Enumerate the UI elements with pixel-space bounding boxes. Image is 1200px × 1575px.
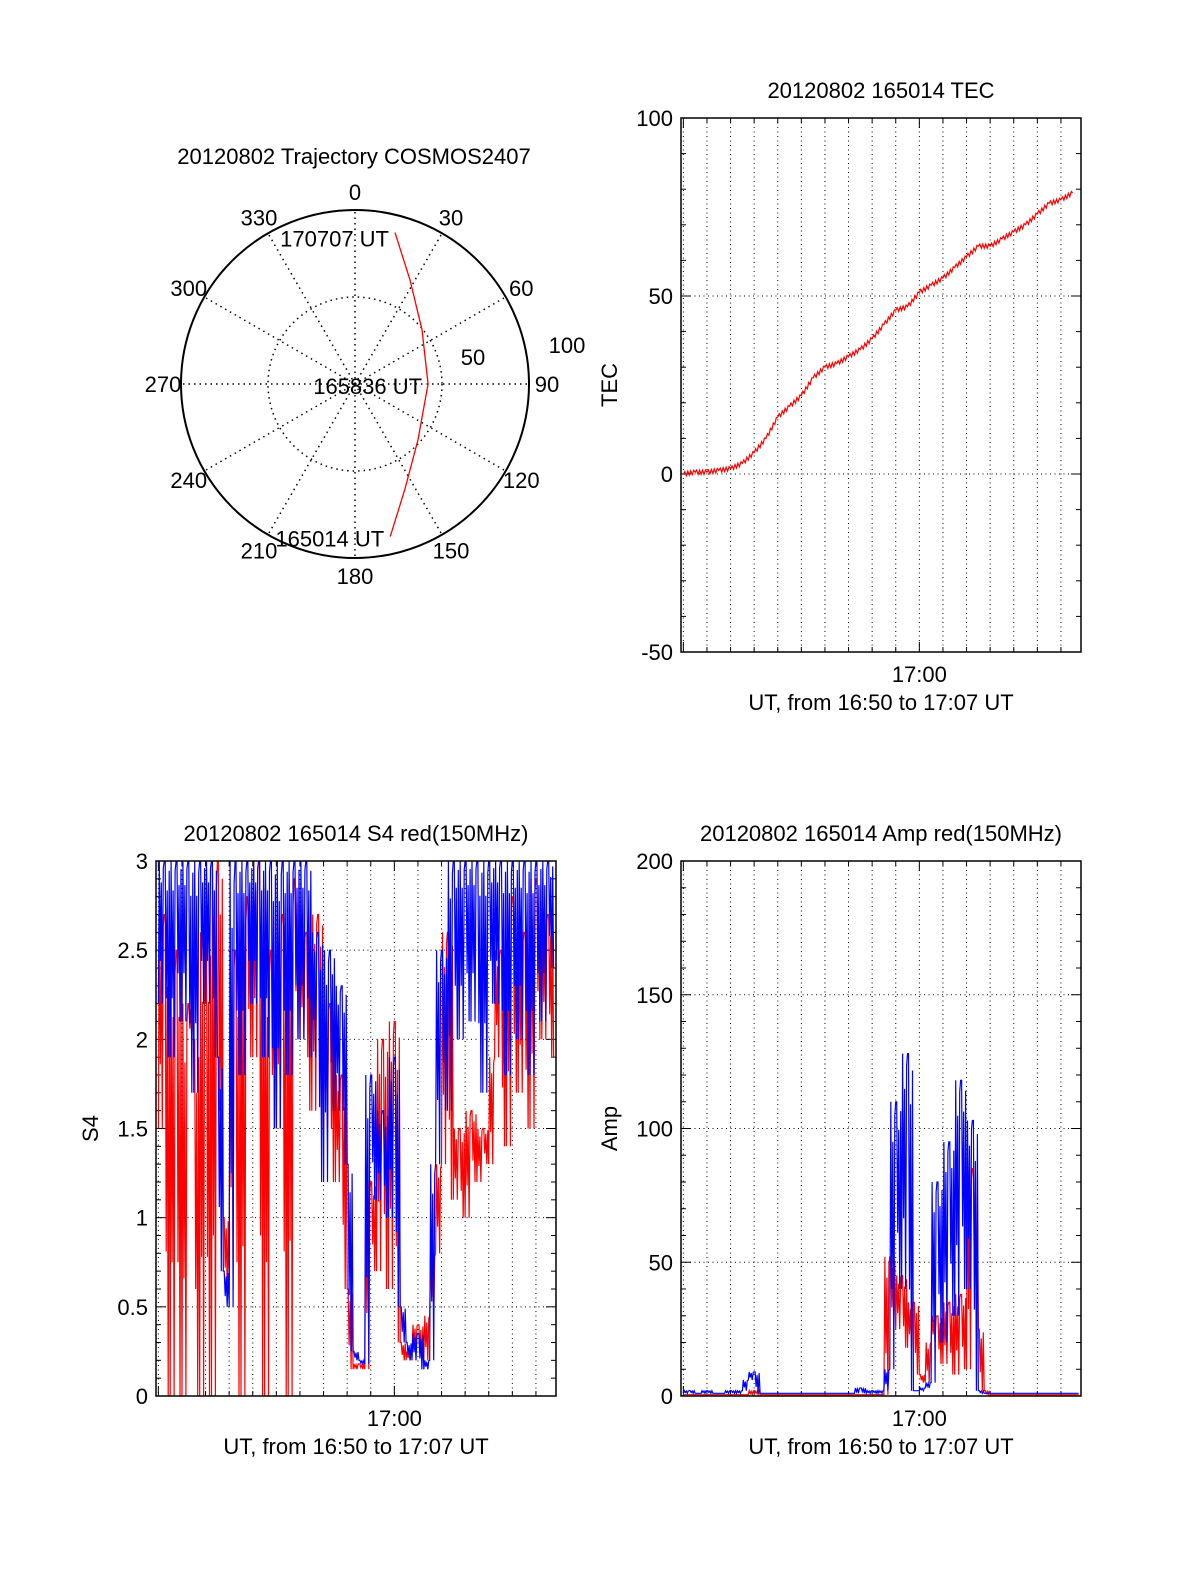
s4-plot — [155, 860, 557, 1397]
plot-frame — [680, 117, 1082, 653]
y-tick-label: 0 — [661, 462, 673, 487]
y-tick-label: 150 — [636, 983, 673, 1008]
series-red-line — [157, 861, 555, 1396]
y-tick-label: -50 — [641, 640, 673, 665]
azimuth-label: 60 — [509, 276, 533, 301]
y-axis-label: Amp — [597, 1106, 622, 1151]
y-tick-label: 100 — [636, 106, 673, 131]
azimuth-label: 180 — [337, 564, 374, 589]
x-tick-label: 17:00 — [892, 662, 947, 687]
trajectory-line — [389, 232, 429, 537]
polar-inner-circle — [267, 296, 443, 472]
azimuth-label: 330 — [241, 206, 278, 231]
amp-plot — [680, 860, 1082, 1397]
y-tick-label: 0.5 — [117, 1295, 148, 1320]
series-blue-line — [157, 861, 555, 1370]
polar-spoke — [267, 383, 356, 536]
azimuth-label: 240 — [170, 468, 207, 493]
trajectory-time-label: 170707 UT — [280, 227, 389, 252]
y-axis-label: TEC — [597, 363, 622, 407]
polar-spoke — [203, 383, 356, 472]
series-TEC-line — [682, 190, 1074, 478]
y-tick-label: 1 — [136, 1206, 148, 1231]
azimuth-label: 90 — [535, 372, 559, 397]
y-tick-label: 50 — [649, 284, 673, 309]
tec-plot — [680, 117, 1082, 653]
azimuth-label: 120 — [503, 468, 540, 493]
polar-spoke — [354, 383, 507, 472]
polar-spoke — [267, 232, 356, 385]
x-tick-label: 17:00 — [892, 1406, 947, 1431]
y-tick-label: 0 — [661, 1384, 673, 1409]
azimuth-label: 210 — [241, 538, 278, 563]
amp-plot-title: 20120802 165014 Amp red(150MHz) — [700, 821, 1062, 846]
azimuth-label: 150 — [433, 538, 470, 563]
plot-frame — [680, 860, 1082, 1397]
polar-outer-circle — [180, 209, 530, 559]
x-tick-label: 17:00 — [367, 1406, 422, 1431]
trajectory-time-label: 165836 UT — [313, 374, 422, 399]
y-tick-label: 2 — [136, 1027, 148, 1052]
x-axis-label: UT, from 16:50 to 17:07 UT — [748, 1434, 1013, 1459]
polar-spoke — [354, 296, 507, 385]
series-blue-line — [682, 1052, 1079, 1396]
azimuth-label: 300 — [170, 276, 207, 301]
s4-plot-title: 20120802 165014 S4 red(150MHz) — [184, 821, 529, 846]
polar-spoke — [354, 383, 443, 536]
radial-label: 100 — [549, 333, 586, 358]
radial-label: 50 — [461, 345, 485, 370]
y-tick-label: 2.5 — [117, 938, 148, 963]
y-tick-label: 0 — [136, 1384, 148, 1409]
trajectory-time-label: 165014 UT — [275, 527, 384, 552]
x-axis-label: UT, from 16:50 to 17:07 UT — [223, 1434, 488, 1459]
y-tick-label: 3 — [136, 849, 148, 874]
y-tick-label: 1.5 — [117, 1117, 148, 1142]
azimuth-label: 0 — [349, 180, 361, 205]
polar-spoke — [354, 232, 443, 385]
azimuth-label: 270 — [145, 372, 182, 397]
polar-spoke — [203, 296, 356, 385]
polar-plot — [180, 209, 530, 559]
azimuth-label: 30 — [439, 206, 463, 231]
plot-frame — [155, 860, 557, 1397]
series-red-line — [683, 1167, 1079, 1396]
polar-title: 20120802 Trajectory COSMOS2407 — [177, 144, 530, 169]
y-tick-label: 50 — [649, 1250, 673, 1275]
y-axis-label: S4 — [78, 1115, 103, 1142]
y-tick-label: 200 — [636, 849, 673, 874]
tec-plot-title: 20120802 165014 TEC — [767, 78, 994, 103]
y-tick-label: 100 — [636, 1117, 673, 1142]
x-axis-label: UT, from 16:50 to 17:07 UT — [748, 690, 1013, 715]
